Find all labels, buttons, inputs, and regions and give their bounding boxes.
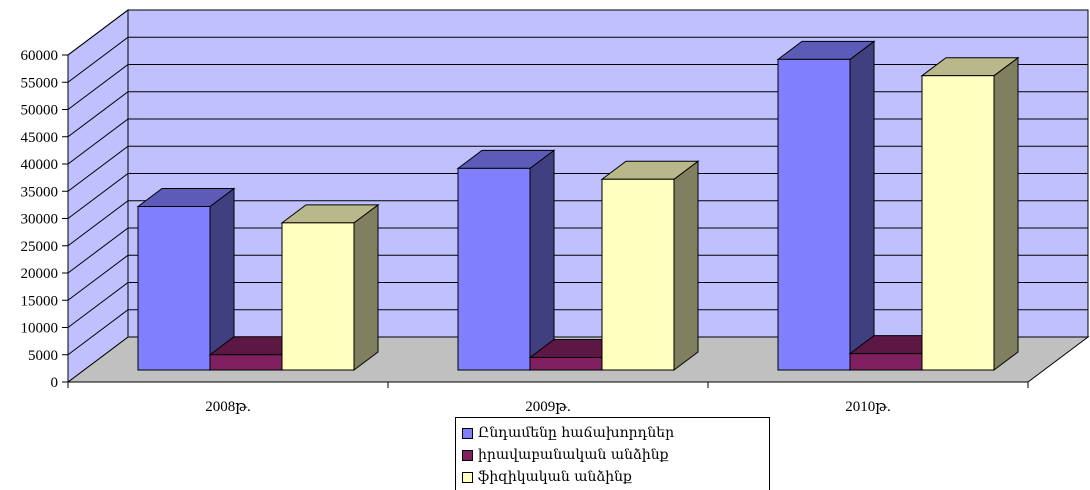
legend-swatch-total bbox=[462, 427, 473, 439]
chart: 0 5000 10000 15000 20000 25000 30000 35000 40000… bbox=[21, 9, 1090, 415]
bar-front bbox=[849, 353, 923, 371]
y-tick-label: 25000 bbox=[21, 239, 59, 255]
legend-label-total: Ընդամենը հաճախորդներ bbox=[478, 425, 675, 441]
y-tick-label: 50000 bbox=[21, 103, 59, 119]
gridline bbox=[67, 282, 1088, 328]
y-tick-label: 15000 bbox=[21, 293, 59, 309]
bar-front bbox=[137, 206, 211, 371]
x-tick-label: 2008թ. bbox=[205, 399, 251, 415]
y-tick-label: 60000 bbox=[21, 48, 59, 64]
legend-swatch-legal bbox=[462, 449, 473, 461]
legend-item-total: Ընդամենը հաճախորդներ bbox=[462, 422, 769, 444]
bar-front bbox=[457, 167, 531, 371]
bar-front bbox=[281, 222, 355, 371]
bar-side bbox=[673, 160, 699, 371]
bar bbox=[136, 187, 236, 371]
bar bbox=[600, 160, 700, 371]
bar-front bbox=[529, 356, 603, 371]
bar-front bbox=[209, 354, 283, 371]
x-tick-label: 2009թ. bbox=[525, 399, 571, 415]
y-tick-label: 55000 bbox=[21, 75, 59, 91]
y-tick-label: 5000 bbox=[28, 348, 58, 364]
bar-side bbox=[353, 203, 379, 371]
bar-front bbox=[777, 58, 851, 371]
gridline bbox=[67, 9, 1088, 56]
gridline bbox=[67, 64, 1088, 110]
y-tick-label: 10000 bbox=[21, 321, 59, 337]
y-tick-label: 45000 bbox=[21, 130, 59, 146]
gridline bbox=[67, 118, 1088, 165]
bar-front bbox=[921, 75, 995, 371]
bar bbox=[456, 149, 556, 371]
gridline bbox=[67, 36, 1088, 83]
bar bbox=[280, 203, 380, 371]
gridline bbox=[67, 200, 1088, 247]
y-tick-label: 40000 bbox=[21, 157, 59, 173]
gridline bbox=[67, 145, 1088, 192]
gridline bbox=[67, 173, 1088, 219]
legend-label-legal: իրավաբանական անձինք bbox=[478, 447, 669, 463]
legend-item-physical: ֆիզիկական անձինք bbox=[462, 466, 769, 488]
y-tick-label: 35000 bbox=[21, 184, 59, 200]
y-tick-label: 30000 bbox=[21, 212, 59, 228]
bar-side bbox=[993, 56, 1019, 371]
legend: Ընդամենը հաճախորդներ իրավաբանական անձինք… bbox=[455, 417, 770, 490]
bar-side bbox=[529, 149, 555, 371]
legend-label-physical: ֆիզիկական անձինք bbox=[478, 469, 632, 485]
gridline bbox=[67, 309, 1088, 356]
y-tick-label: 20000 bbox=[21, 266, 59, 282]
x-tick-label: 2010թ. bbox=[845, 399, 891, 415]
legend-item-legal: իրավաբանական անձինք bbox=[462, 444, 769, 466]
legend-swatch-physical bbox=[462, 471, 473, 483]
gridline bbox=[67, 91, 1088, 138]
bar-front bbox=[601, 178, 675, 371]
gridline bbox=[67, 254, 1088, 301]
bar bbox=[776, 40, 876, 371]
gridline bbox=[67, 227, 1088, 274]
y-tick-label: 0 bbox=[51, 375, 59, 391]
bar-side bbox=[849, 40, 875, 371]
bar bbox=[920, 56, 1020, 371]
